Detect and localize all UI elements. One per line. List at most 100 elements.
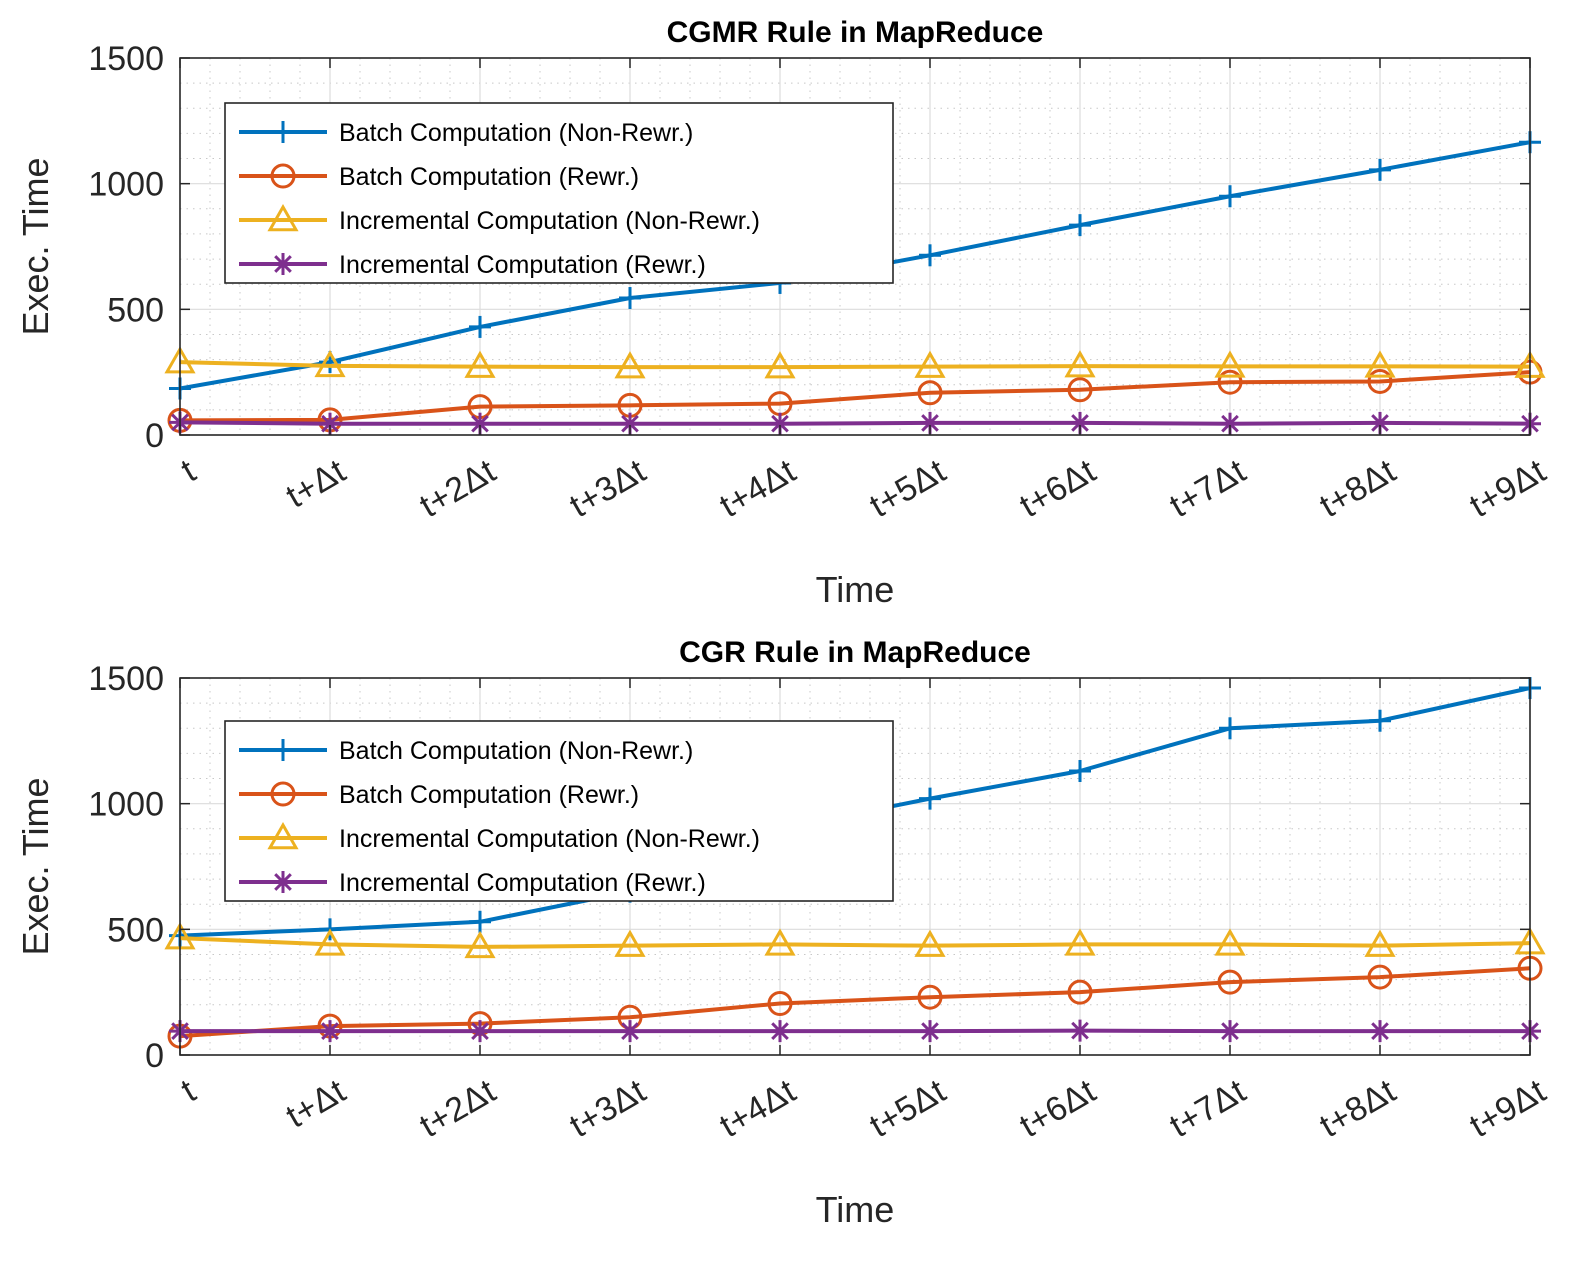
legend: Batch Computation (Non-Rewr.) Batch Compu… [224,720,894,902]
x-tick-label: t+7Δt [1163,1072,1252,1145]
chart-cgmr: 0 500 1000 1500 t t+Δt t+2Δt t+3Δt t+4Δt t+5Δt t+6… [15,16,1552,610]
series-line [179,936,1531,949]
data-point [914,929,946,957]
legend-entry: Batch Computation (Non-Rewr.) [239,737,693,765]
y-axis-label: Exec. Time [15,777,56,955]
data-point [464,930,496,959]
data-point [1219,1020,1241,1043]
data-point [1219,717,1241,740]
y-tick-label: 500 [107,291,164,329]
legend-entry: Batch Computation (Rewr.) [239,781,639,809]
data-point [1369,709,1391,732]
data-point [1364,350,1396,378]
legend-marker [270,163,296,189]
data-point [619,412,641,435]
data-point [619,1020,641,1043]
ticks [179,677,1531,1056]
legend-entry: Incremental Computation (Rewr.) [239,251,706,279]
series-line [180,1028,1530,1034]
data-point [764,351,796,379]
data-point [614,351,646,379]
y-axis-label: Exec. Time [15,157,56,335]
x-tick-label: t [175,452,203,490]
legend-entry: Incremental Computation (Rewr.) [239,869,706,897]
y-tick-label: 1500 [88,660,164,698]
legend-box [224,720,894,902]
x-tick-label: t+7Δt [1163,452,1252,525]
series-line [179,360,1531,370]
data-point [1369,1020,1391,1043]
legend-entry: Batch Computation (Non-Rewr.) [239,119,693,147]
legend-label: Batch Computation (Rewr.) [339,163,639,191]
ticks [179,57,1531,436]
x-tick-label: t+6Δt [1013,452,1102,525]
legend-marker [270,781,296,807]
data-point [1069,759,1091,782]
legend: Batch Computation (Non-Rewr.) Batch Compu… [224,102,894,284]
x-tick-label: t+4Δt [713,1072,802,1145]
data-point [319,1020,341,1043]
x-tick-label: t+Δt [280,1072,353,1136]
x-tick-label: t [175,1072,203,1110]
data-point [1369,158,1391,181]
legend-marker [267,203,299,232]
data-point [314,349,346,378]
data-point [769,1020,791,1043]
legend-label: Batch Computation (Non-Rewr.) [339,737,693,765]
legend-marker [272,253,294,275]
y-tick-label: 0 [145,417,164,455]
x-tick-label: t+3Δt [563,1072,652,1145]
series-line [179,966,1531,1039]
data-point [914,350,946,378]
legend-marker [272,871,294,893]
data-point [917,380,943,406]
legend-marker [272,739,294,761]
x-tick-label: t+8Δt [1313,1072,1402,1145]
legend-box [224,102,894,284]
series-line [179,370,1531,423]
series-2 [164,922,1546,959]
legend-label: Incremental Computation (Non-Rewr.) [339,207,760,235]
x-tick-label: t+4Δt [713,452,802,525]
data-point [1219,185,1241,208]
data-point [919,1020,941,1043]
legend-entry: Batch Computation (Rewr.) [239,163,639,191]
legend-label: Batch Computation (Non-Rewr.) [339,119,693,147]
y-tick-label: 0 [145,1037,164,1075]
y-tick-label: 1500 [88,40,164,78]
y-tick-label: 1000 [88,166,164,204]
data-point [1214,350,1246,378]
chart-title: CGMR Rule in MapReduce [667,16,1044,49]
data-point [464,350,496,378]
legend-label: Incremental Computation (Non-Rewr.) [339,825,760,853]
legend-label: Batch Computation (Rewr.) [339,781,639,809]
data-point [1069,1019,1091,1042]
x-tick-label: t+3Δt [563,452,652,525]
legend-label: Incremental Computation (Rewr.) [339,869,706,897]
x-tick-label: t+Δt [280,452,353,516]
series-2 [164,346,1546,379]
data-point [1217,969,1243,995]
x-tick-label: t+9Δt [1463,452,1552,525]
data-point [1364,929,1396,957]
data-point [917,984,943,1010]
data-point [1217,369,1243,395]
x-axis-label: Time [816,1189,895,1230]
data-point [1067,979,1093,1005]
x-tick-label: t+5Δt [863,452,952,525]
x-tick-label: t+2Δt [413,452,502,525]
data-point [469,315,491,338]
y-tick-label: 1000 [88,786,164,824]
data-point [469,910,491,933]
series-1 [167,955,1543,1049]
legend-marker [272,121,294,143]
chart-title: CGR Rule in MapReduce [679,636,1031,669]
data-point [919,787,941,810]
data-point [1064,928,1096,956]
data-point [764,928,796,956]
data-point [314,928,346,956]
x-tick-label: t+6Δt [1013,1072,1102,1145]
data-point [614,929,646,957]
x-tick-label: t+9Δt [1463,1072,1552,1145]
